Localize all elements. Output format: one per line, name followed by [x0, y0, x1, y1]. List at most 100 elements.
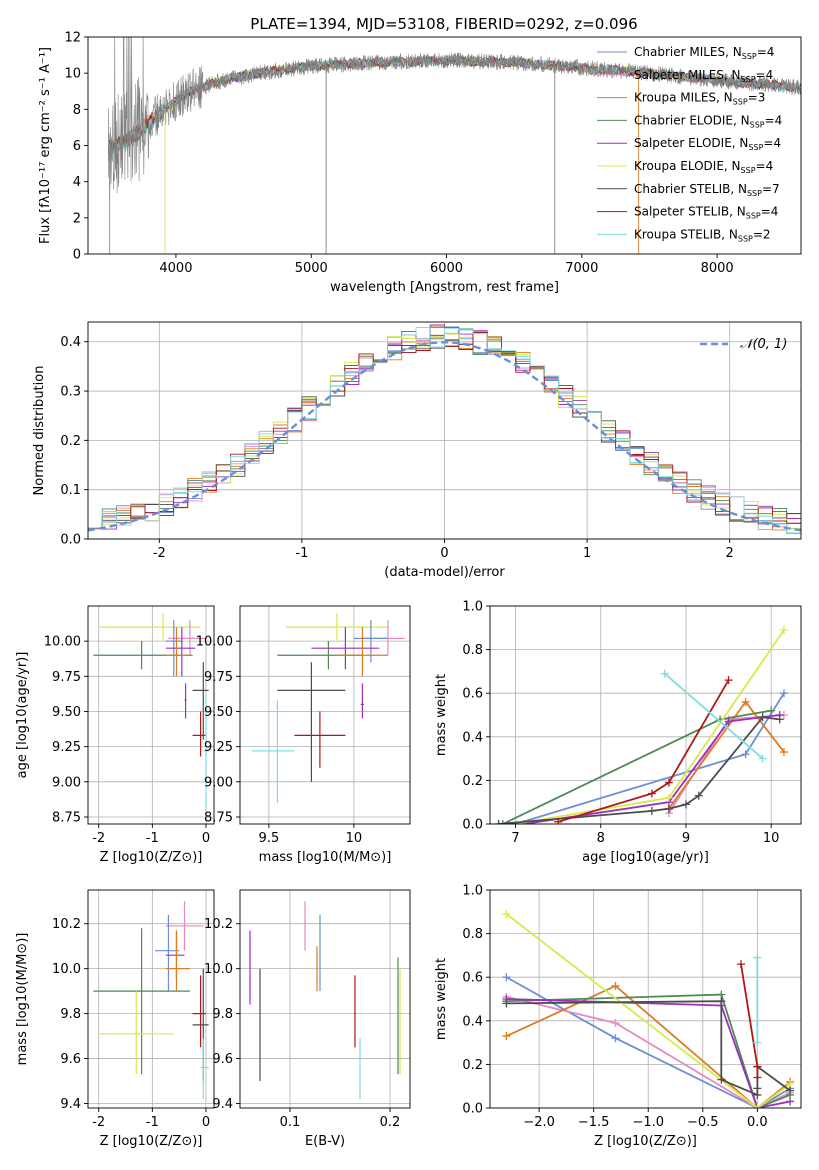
y-tick-label: 0.2 — [60, 434, 81, 449]
x-axis-label: (data-model)/error — [384, 565, 505, 580]
marker-salpeter_stelib — [753, 1073, 762, 1082]
panel-mass_weight_vs_Z: −2.0 −1.5 −1.0 −0.5 0.0 0.0 0.2 0.4 0.6 0.8 1.0 Z [… — [434, 884, 802, 1149]
marker-chabrier_miles — [779, 689, 788, 698]
y-tick-label: 10.00 — [196, 635, 233, 650]
y-tick-label: 9.4 — [60, 1097, 81, 1112]
x-axis-label: wavelength [Angstrom, rest frame] — [330, 280, 559, 295]
plot-layer — [107, 37, 801, 254]
marker-chabrier_stelib — [717, 997, 726, 1006]
plot-area — [490, 606, 801, 824]
plot-area — [240, 890, 410, 1108]
x-tick-label: 0.1 — [280, 1115, 301, 1130]
mass-weight-line-chabrier_miles — [505, 976, 791, 1108]
observed-spectrum — [108, 37, 801, 200]
plot-area — [88, 606, 214, 824]
marker-chabrier_stelib — [786, 1086, 795, 1095]
marker-chabrier_stelib — [717, 1075, 726, 1084]
legend-label-kroupa_stelib: Kroupa STELIB, NSSP=2 — [634, 227, 771, 243]
y-tick-label: 9.6 — [212, 1052, 233, 1067]
x-axis-label: Z [log10(Z/Z⊙)] — [594, 1134, 697, 1149]
y-tick-label: 0.3 — [60, 385, 81, 400]
x-tick-label: -1 — [295, 546, 308, 561]
plot-layer — [88, 324, 801, 534]
mass-weight-line-salpeter_stelib — [557, 679, 730, 823]
marker-kroupa_stelib — [753, 1038, 762, 1047]
x-tick-label: −1.0 — [632, 1115, 664, 1130]
marker-kroupa_elodie — [779, 625, 788, 634]
spectrum-legend: Chabrier MILES, NSSP=4 Salpeter MILES, NS… — [597, 45, 782, 243]
x-tick-label: 10 — [763, 831, 780, 846]
axes-frame — [239, 605, 411, 825]
marker-chabrier_miles — [741, 750, 750, 759]
y-tick-label: 8 — [73, 103, 81, 118]
marker-chabrier_stelib — [494, 820, 503, 824]
marker-kroupa_elodie — [753, 1104, 762, 1108]
y-tick-label: 9.50 — [52, 705, 81, 720]
y-tick-label: 9.25 — [204, 740, 233, 755]
x-tick-label: 0.0 — [747, 1115, 768, 1130]
y-tick-label: 9.00 — [204, 775, 233, 790]
axes-frame — [239, 889, 411, 1109]
x-tick-label: 0 — [202, 831, 210, 846]
normal-curve — [88, 340, 801, 532]
marker-kroupa_miles — [502, 1032, 511, 1041]
marker-chabrier_stelib — [753, 1084, 762, 1093]
y-tick-label: 6 — [73, 139, 81, 154]
y-tick-label: 0.2 — [462, 1058, 483, 1073]
marker-salpeter_elodie — [786, 1097, 795, 1106]
x-tick-label: 7 — [511, 831, 519, 846]
marker-kroupa_stelib — [660, 669, 669, 678]
x-tick-label: 7000 — [565, 261, 598, 276]
y-tick-label: 0.0 — [60, 533, 81, 548]
marker-chabrier_miles — [611, 1034, 620, 1043]
legend-label-salpeter_miles: Salpeter MILES, NSSP=4 — [634, 68, 773, 84]
plot-area — [490, 890, 801, 1108]
y-tick-label: 9.4 — [212, 1097, 233, 1112]
histogram-kroupa_stelib — [88, 327, 801, 534]
x-tick-label: 0 — [440, 546, 448, 561]
y-tick-label: 8.75 — [204, 810, 233, 825]
y-tick-label: 10.2 — [52, 917, 81, 932]
marker-kroupa_stelib — [758, 754, 767, 763]
marker-kroupa_stelib — [753, 953, 762, 962]
y-tick-label: 0.0 — [462, 1102, 483, 1117]
plot-layer — [93, 613, 209, 810]
axes-frame — [489, 889, 802, 1109]
plot-area — [240, 606, 410, 824]
x-tick-label: −2.0 — [523, 1115, 555, 1130]
x-axis-label: age [log10(age/yr)] — [582, 850, 709, 865]
x-tick-label: −0.5 — [687, 1115, 719, 1130]
marker-kroupa_miles — [741, 697, 750, 706]
panel-age_vs_mass: 9.5 10 8.75 9.00 9.25 9.50 9.75 10.00 mass [log1… — [196, 605, 411, 865]
marker-chabrier_elodie — [767, 706, 776, 715]
y-axis-label: age [log10(age/yr)] — [15, 652, 30, 779]
x-tick-label: -2 — [92, 1115, 105, 1130]
mass-weight-line-salpeter_elodie — [523, 714, 780, 824]
legend-label-salpeter_stelib: Salpeter STELIB, NSSP=4 — [634, 205, 778, 221]
y-tick-label: 9.00 — [52, 775, 81, 790]
x-axis-label: mass [log10(M/M⊙)] — [259, 850, 392, 865]
y-tick-label: 0.4 — [462, 730, 483, 745]
y-tick-label: 0.8 — [462, 643, 483, 658]
y-tick-label: 0.6 — [462, 687, 483, 702]
y-tick-label: 9.8 — [212, 1007, 233, 1022]
y-tick-label: 4 — [73, 175, 81, 190]
y-tick-label: 0.8 — [462, 927, 483, 942]
y-tick-label: 9.8 — [60, 1007, 81, 1022]
panel-spectrum: 4000 5000 6000 7000 8000 0 2 4 6 8 10 12 wavelength … — [38, 31, 802, 295]
y-axis-label: mass weight — [434, 958, 449, 1040]
x-tick-label: 9.5 — [259, 831, 280, 846]
x-axis-label: Z [log10(Z/Z⊙)] — [100, 1134, 203, 1149]
mass-weight-line-salpeter_miles — [506, 995, 791, 1108]
marker-chabrier_stelib — [647, 806, 656, 815]
marker-kroupa_elodie — [664, 793, 673, 802]
marker-kroupa_miles — [611, 981, 620, 990]
x-tick-label: 8 — [597, 831, 605, 846]
x-tick-label: 8000 — [701, 261, 734, 276]
panel-mass_vs_ebv: 0.1 0.2 9.4 9.6 9.8 10.0 10.2 E(B-V) — [204, 889, 411, 1149]
axes-frame — [489, 605, 802, 825]
y-tick-label: 8.75 — [52, 810, 81, 825]
panel-mass_weight_vs_age: 7 8 9 10 0.0 0.2 0.4 0.6 0.8 1.0 age [log10(age/yr… — [434, 600, 802, 865]
legend-label-normal: 𝒩(0, 1) — [740, 337, 787, 352]
plot-layer — [494, 625, 788, 824]
